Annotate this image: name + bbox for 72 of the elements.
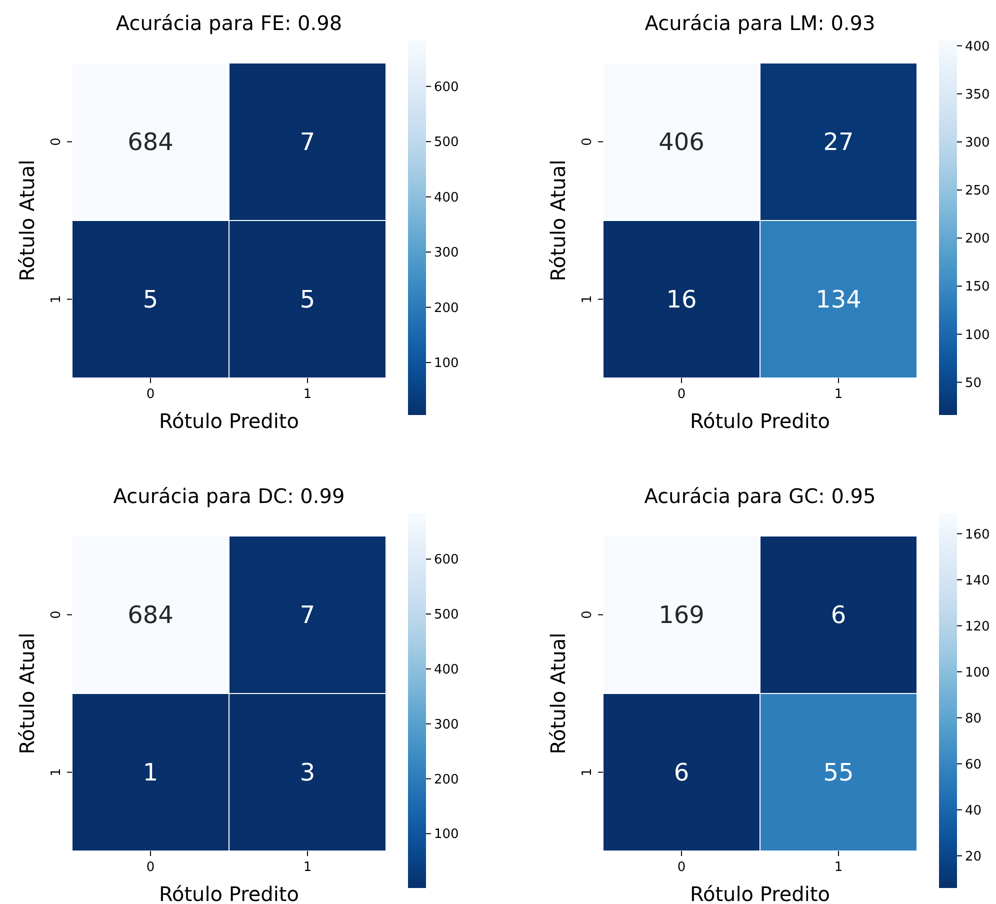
data-label: 6 (830, 601, 846, 630)
color-bar-label: 300 (434, 717, 459, 732)
y-tick-label: 1 (49, 295, 64, 304)
data-label: 5 (300, 286, 316, 314)
color-bar-label: 100 (965, 665, 990, 680)
y-tick-label: 0 (49, 138, 64, 146)
color-bar-label: 250 (965, 184, 990, 199)
y-tick-label: 1 (49, 768, 64, 776)
y-axis-title: Rótulo Atual (15, 160, 39, 282)
x-axis-title: Rótulo Predito (158, 882, 300, 904)
color-bar-label: 140 (965, 573, 990, 588)
x-tick-label: 0 (677, 387, 686, 402)
color-bar-label: 80 (965, 711, 982, 726)
x-tick-label: 1 (303, 387, 312, 402)
color-bar-label: 350 (965, 87, 990, 102)
y-tick-label: 0 (580, 610, 595, 619)
color-bar-label: 120 (965, 619, 990, 634)
x-tick-label: 1 (303, 860, 312, 875)
color-bar-label: 500 (434, 135, 459, 150)
color-bar-label: 400 (434, 190, 459, 206)
x-tick-label: 0 (146, 860, 155, 875)
y-axis-title: Rótulo Atual (15, 632, 39, 754)
data-label: 134 (816, 286, 862, 314)
data-label: 6 (674, 758, 690, 787)
color-bar-label: 300 (965, 135, 990, 150)
chart-title: Acurácia para DC: 0.99 (113, 484, 345, 508)
color-bar-label: 600 (434, 552, 459, 568)
data-label: 684 (128, 601, 174, 630)
data-label: 406 (658, 128, 704, 156)
data-label: 7 (300, 601, 316, 630)
color-bar-label: 20 (965, 849, 982, 864)
data-label: 169 (658, 601, 704, 630)
x-tick-label: 1 (834, 860, 843, 875)
chart-title: Acurácia para FE: 0.98 (116, 11, 342, 35)
color-bar-label: 200 (965, 232, 990, 247)
data-label: 1 (142, 758, 158, 787)
data-label: 16 (666, 286, 697, 314)
color-bar-label: 50 (965, 376, 982, 391)
data-label: 55 (823, 758, 854, 787)
color-bar-label: 60 (965, 757, 982, 772)
color-bar-label: 500 (434, 608, 459, 623)
color-bar-label: 600 (434, 80, 459, 95)
x-axis-title: Rótulo Predito (690, 882, 830, 904)
y-axis-title: Rótulo Atual (546, 632, 570, 754)
x-tick-label: 0 (677, 860, 686, 875)
y-tick-label: 0 (580, 138, 595, 146)
data-label: 684 (128, 128, 174, 156)
chart-title: Acurácia para LM: 0.93 (644, 11, 876, 35)
x-tick-label: 0 (146, 387, 155, 402)
color-bar-label: 400 (434, 662, 459, 678)
x-tick-label: 1 (834, 387, 843, 402)
color-bar-label: 200 (434, 772, 459, 788)
color-bar-label: 400 (965, 39, 990, 54)
x-axis-title: Rótulo Predito (690, 409, 830, 433)
x-axis-title: Rótulo Predito (158, 409, 300, 433)
y-axis-title: Rótulo Atual (546, 160, 570, 282)
color-bar-label: 160 (965, 527, 990, 542)
data-label: 7 (300, 128, 316, 156)
data-label: 5 (142, 286, 158, 314)
data-label: 3 (300, 758, 316, 787)
y-tick-label: 1 (580, 768, 595, 776)
color-bar-label: 150 (965, 280, 990, 295)
y-tick-label: 1 (580, 295, 595, 304)
data-label: 27 (823, 128, 854, 156)
color-bar-label: 100 (965, 328, 990, 343)
color-bar-label: 200 (434, 300, 459, 316)
color-bar-label: 100 (434, 356, 459, 372)
color-bar-label: 40 (965, 803, 982, 818)
y-tick-label: 0 (49, 610, 64, 619)
color-bar-label: 300 (434, 246, 459, 261)
chart-title: Acurácia para GC: 0.95 (644, 484, 876, 508)
color-bar-label: 100 (434, 827, 459, 842)
